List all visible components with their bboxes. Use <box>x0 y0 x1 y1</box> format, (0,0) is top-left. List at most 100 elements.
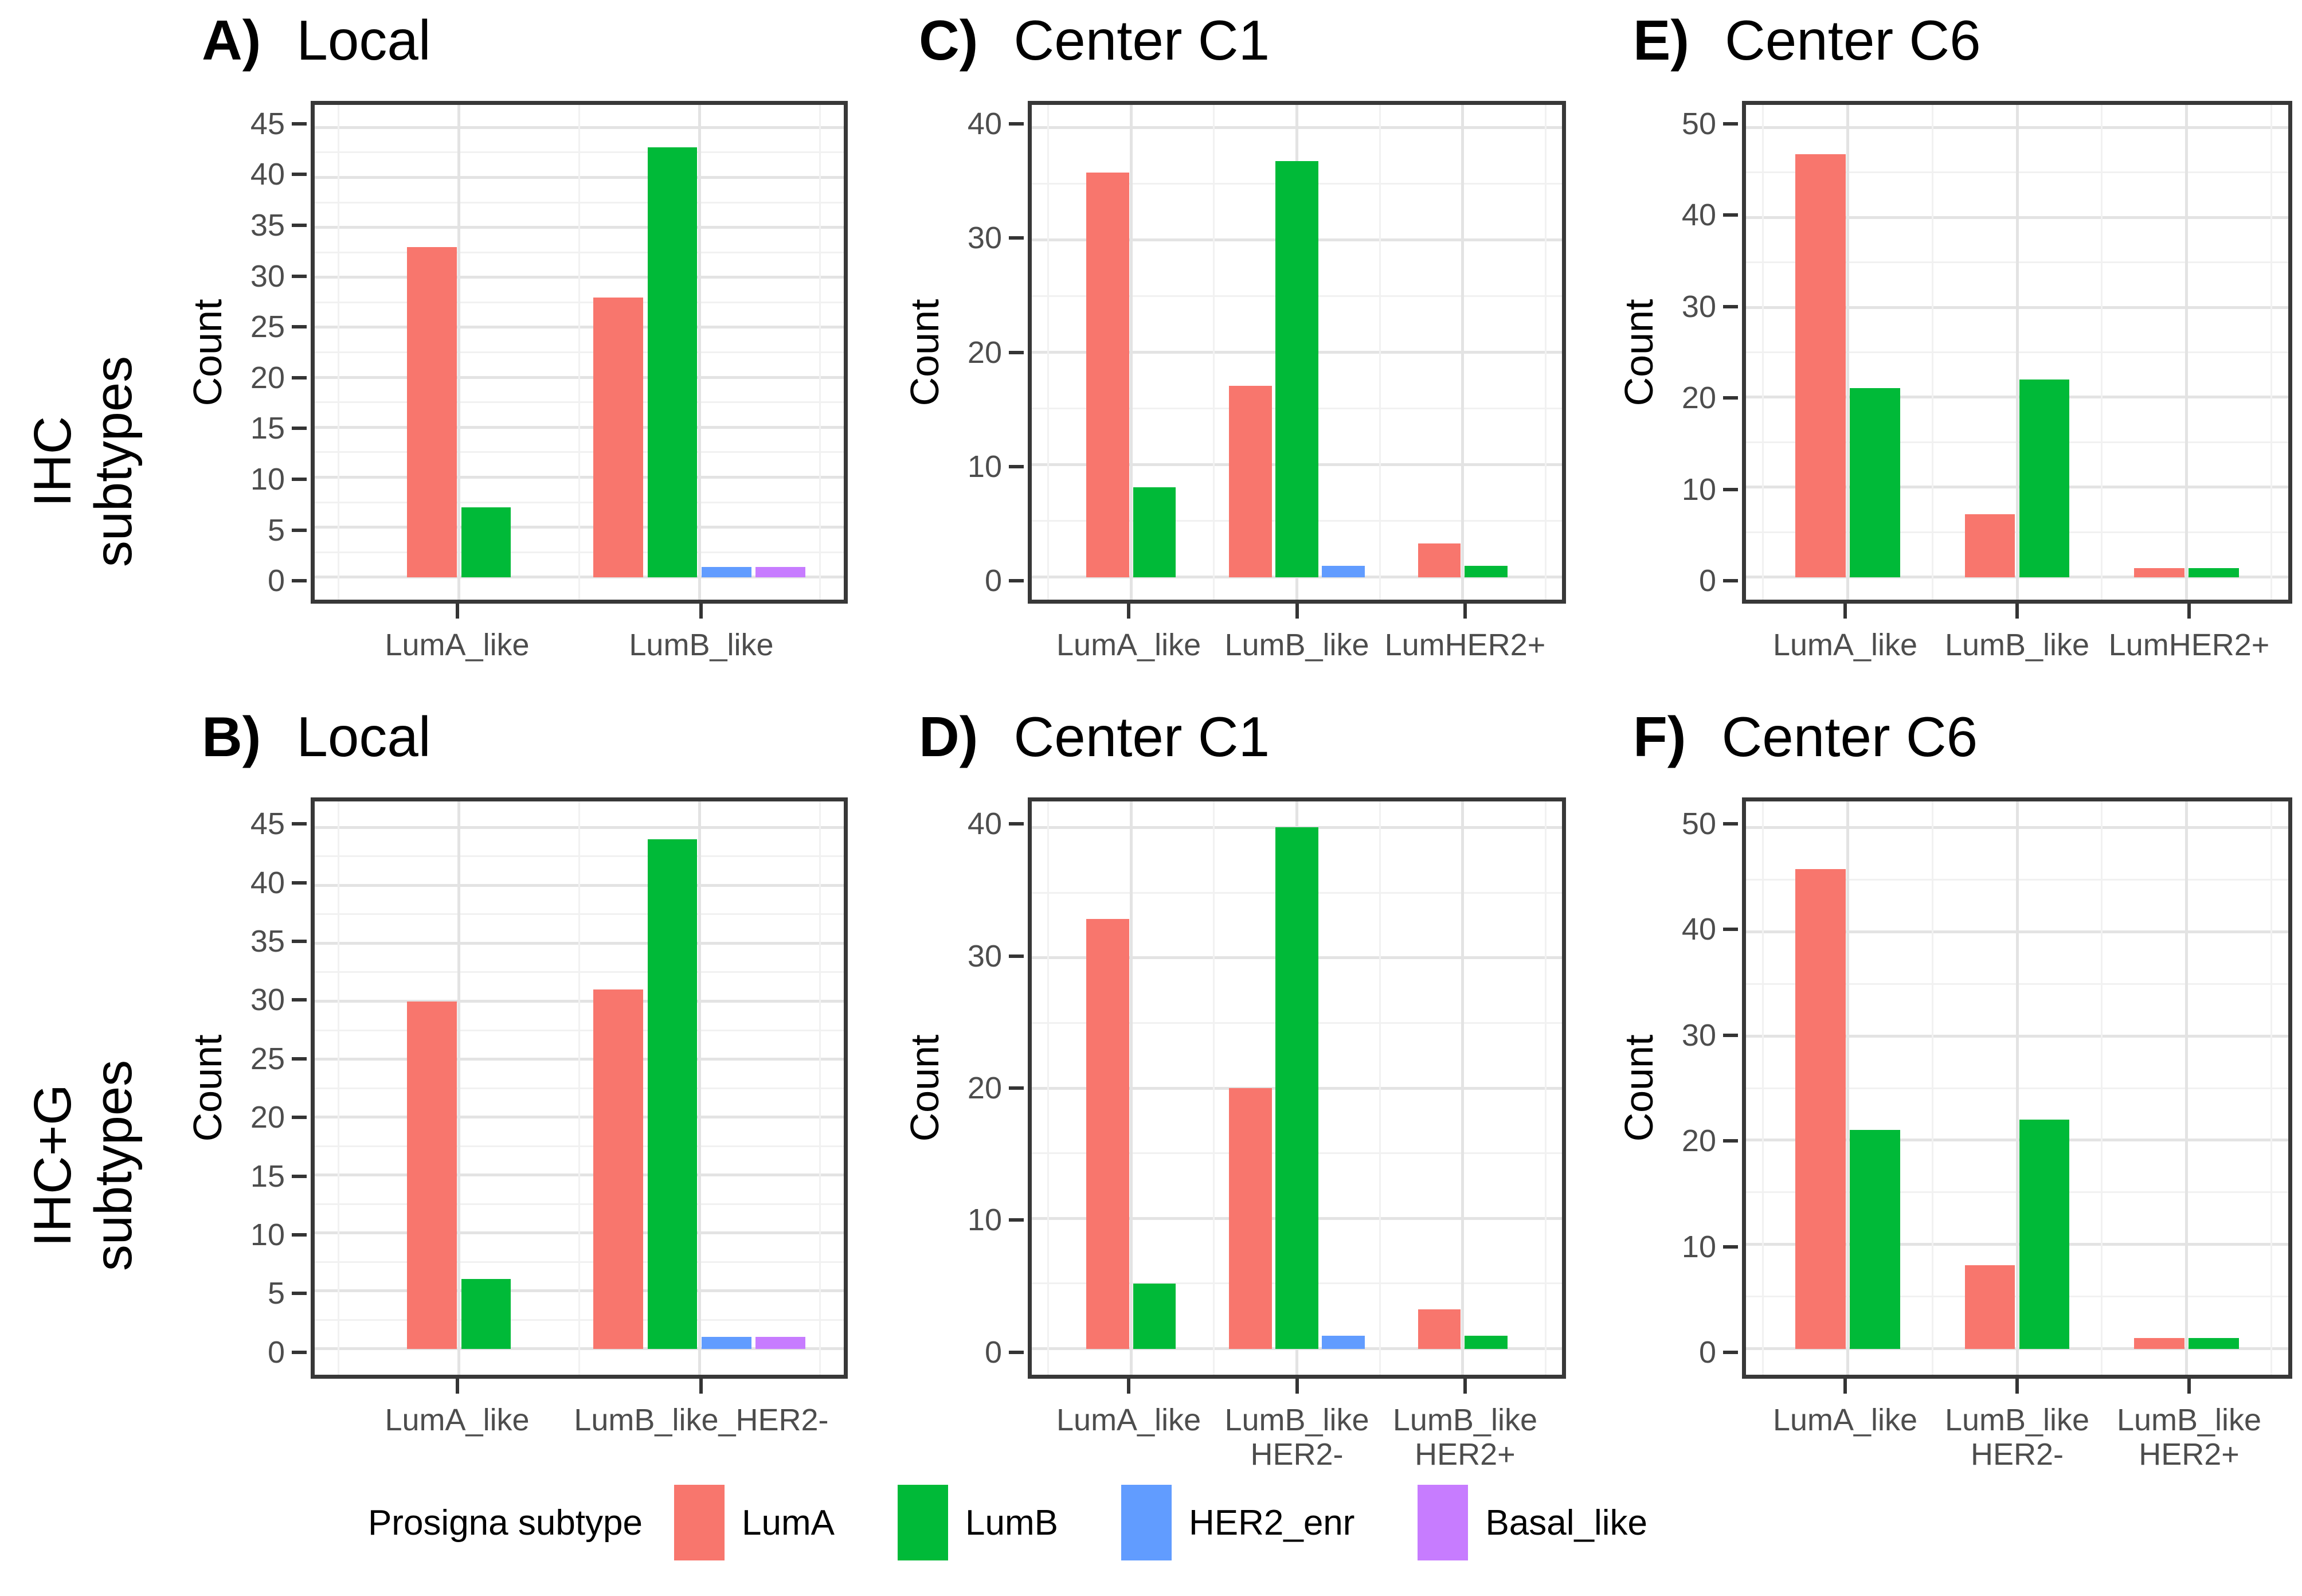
plot-area <box>311 101 848 604</box>
y-tick-label: 25 <box>250 310 285 345</box>
y-tick-mark <box>292 173 307 177</box>
y-tick-mark <box>292 579 307 583</box>
panel-F-center-c6: F) Center C6 Count 0 10 20 30 40 50 LumA_like Lu… <box>1616 707 2292 1472</box>
plot-area <box>1742 101 2292 604</box>
y-tick-mark <box>1723 822 1738 826</box>
y-tick-mark <box>1009 1350 1024 1354</box>
legend-item-basal-like: Basal_like <box>1418 1485 1647 1560</box>
legend-item-her2-enr: HER2_enr <box>1121 1485 1354 1560</box>
gridline-major-vertical <box>1129 801 1133 1375</box>
gridline-minor-vertical <box>1379 801 1381 1375</box>
bar-luma-lumb_like <box>1228 1088 1272 1349</box>
x-tick-mark <box>1843 604 1847 619</box>
y-tick-mark <box>292 881 307 885</box>
y-tick-mark <box>292 274 307 278</box>
bar-lumb-lumb_like <box>1275 827 1318 1349</box>
gridline-minor-vertical <box>2101 105 2103 600</box>
bar-lumb-lumb_like <box>1464 1335 1508 1349</box>
legend-swatch-lumb <box>897 1485 948 1560</box>
gridline-minor-vertical <box>578 105 580 600</box>
y-tick-label: 20 <box>250 360 285 395</box>
y-tick-label: 25 <box>250 1041 285 1076</box>
gridline-minor-vertical <box>1544 105 1547 600</box>
bar-lumb-luma_like <box>461 507 511 577</box>
bar-luma-luma_like <box>1795 154 1846 577</box>
y-tick-label: 10 <box>250 1218 285 1253</box>
legend-title: Prosigna subtype <box>367 1503 643 1543</box>
x-tick-label: LumA_like <box>1056 1403 1201 1437</box>
y-tick-mark <box>292 1057 307 1061</box>
gridline-minor-vertical <box>338 801 340 1375</box>
gridline-major-vertical <box>1461 105 1465 600</box>
y-tick-mark <box>292 822 307 826</box>
x-tick-label: LumB_like HER2+ <box>2116 1403 2262 1472</box>
x-tick-label: LumB_like_HER2- <box>574 1403 829 1437</box>
bar-lumb-lumb_like_her2- <box>647 839 698 1349</box>
y-tick-mark <box>1009 1086 1024 1090</box>
panel-title: D) Center C1 <box>919 707 1270 766</box>
y-tick-mark <box>292 939 307 943</box>
y-tick-label: 30 <box>250 983 285 1018</box>
bar-lumb-lumb_like <box>2019 379 2070 577</box>
x-tick-mark <box>2015 1379 2019 1394</box>
x-tick-label: LumB_like <box>1944 628 2090 662</box>
legend-item-luma: LumA <box>674 1485 835 1560</box>
y-tick-mark <box>1009 822 1024 826</box>
bar-luma-luma_like <box>407 247 457 577</box>
panel-title-text: Local <box>296 9 431 72</box>
y-tick-label: 10 <box>250 461 285 496</box>
gridline-minor-vertical <box>578 801 580 1375</box>
bar-basal_like-lumb_like <box>755 567 806 577</box>
x-tick-mark <box>1127 604 1131 619</box>
panel-title-text: Local <box>296 705 431 768</box>
y-tick-mark <box>292 1116 307 1120</box>
y-tick-label: 10 <box>1681 1229 1716 1264</box>
y-tick-label: 20 <box>1681 1124 1716 1159</box>
plot-area <box>1028 101 1566 604</box>
y-tick-label: 10 <box>967 449 1002 484</box>
bar-luma-luma_like <box>1086 172 1130 577</box>
bar-lumb-lumher2+ <box>1464 566 1508 577</box>
panel-A-local: A) Local Count 0 5 10 15 20 25 30 35 40 45 LumA_lik… <box>185 10 848 662</box>
plot-area <box>1742 797 2292 1379</box>
bar-lumb-lumher2+ <box>2189 568 2239 577</box>
y-tick-label: 0 <box>1698 1335 1716 1370</box>
y-tick-mark <box>1723 579 1738 583</box>
y-tick-label: 0 <box>1698 564 1716 598</box>
bar-luma-lumb_like_her2- <box>593 989 644 1349</box>
legend-item-lumb: LumB <box>897 1485 1058 1560</box>
y-tick-label: 10 <box>967 1203 1002 1238</box>
y-tick-label: 30 <box>250 259 285 294</box>
gridline-minor-vertical <box>1931 801 1933 1375</box>
gridline-major-vertical <box>1129 105 1133 600</box>
y-tick-mark <box>292 122 307 126</box>
bar-lumb-lumb_like <box>2019 1119 2070 1349</box>
gridline-major-vertical <box>2185 801 2189 1375</box>
gridline-minor-vertical <box>1213 801 1215 1375</box>
bar-luma-luma_like <box>1086 918 1130 1349</box>
bar-lumb-lumb_like <box>1275 161 1318 577</box>
legend-swatch-her2-enr <box>1121 1485 1172 1560</box>
bar-her2_enr-lumb_like <box>702 567 751 577</box>
bar-lumb-luma_like <box>1850 388 1900 577</box>
gridline-major-vertical <box>698 105 701 600</box>
y-tick-mark <box>1009 236 1024 240</box>
x-tick-label: LumA_like <box>385 1403 530 1437</box>
y-tick-label: 0 <box>267 564 285 598</box>
y-tick-mark <box>1009 464 1024 468</box>
x-tick-label: LumB_like <box>1224 628 1369 662</box>
y-tick-mark <box>1009 579 1024 583</box>
bar-luma-lumb_like <box>593 297 644 577</box>
y-tick-mark <box>292 477 307 481</box>
y-tick-mark <box>1723 487 1738 491</box>
y-tick-mark <box>1723 304 1738 308</box>
legend-label: LumB <box>965 1503 1058 1543</box>
legend-label: LumA <box>742 1503 835 1543</box>
y-tick-mark <box>1723 1033 1738 1037</box>
x-tick-mark <box>2187 604 2191 619</box>
gridline-major-vertical <box>457 801 461 1375</box>
gridline-minor-vertical <box>1379 105 1381 600</box>
gridline-minor-vertical <box>819 105 821 600</box>
legend-label: Basal_like <box>1485 1503 1648 1543</box>
y-tick-label: 20 <box>967 335 1002 370</box>
